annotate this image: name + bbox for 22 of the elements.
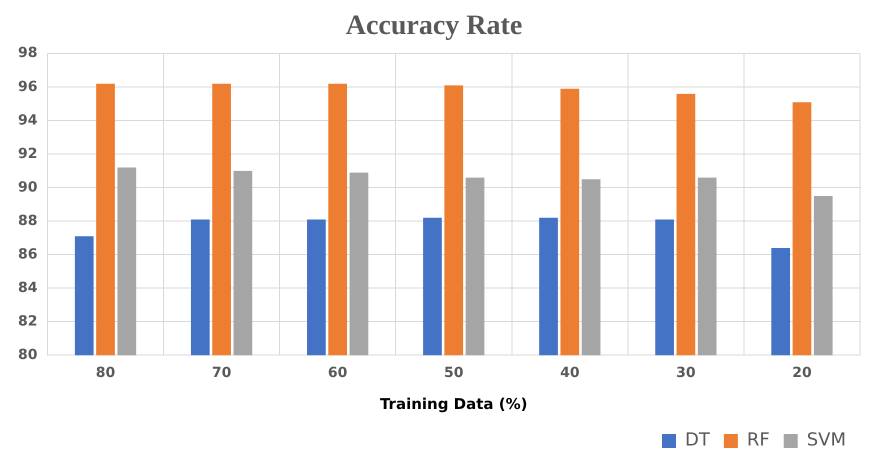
x-tick-label: 30 (676, 365, 696, 382)
x-axis-title: Training Data (%) (380, 394, 528, 413)
y-tick-label: 86 (18, 246, 38, 262)
legend-label: DT (685, 430, 711, 451)
x-tick-label: 80 (96, 365, 116, 382)
legend-label: RF (746, 430, 770, 451)
y-tick-label: 90 (18, 179, 38, 196)
y-tick-label: 98 (18, 45, 38, 62)
y-tick-label: 88 (18, 212, 38, 229)
y-tick-label: 82 (18, 313, 38, 330)
y-tick-label: 96 (18, 78, 38, 95)
legend-label: SVM (806, 430, 846, 451)
y-tick-label: 80 (18, 346, 38, 363)
x-tick-label: 40 (560, 365, 580, 382)
x-tick-label: 60 (328, 365, 348, 382)
x-tick-label: 20 (792, 365, 812, 382)
x-tick-label: 50 (444, 365, 464, 382)
chart-title: Accuracy Rate (346, 10, 522, 42)
y-tick-label: 94 (18, 112, 38, 128)
y-tick-label: 84 (18, 280, 38, 296)
x-tick-label: 70 (212, 365, 232, 382)
y-tick-label: 92 (18, 146, 38, 162)
